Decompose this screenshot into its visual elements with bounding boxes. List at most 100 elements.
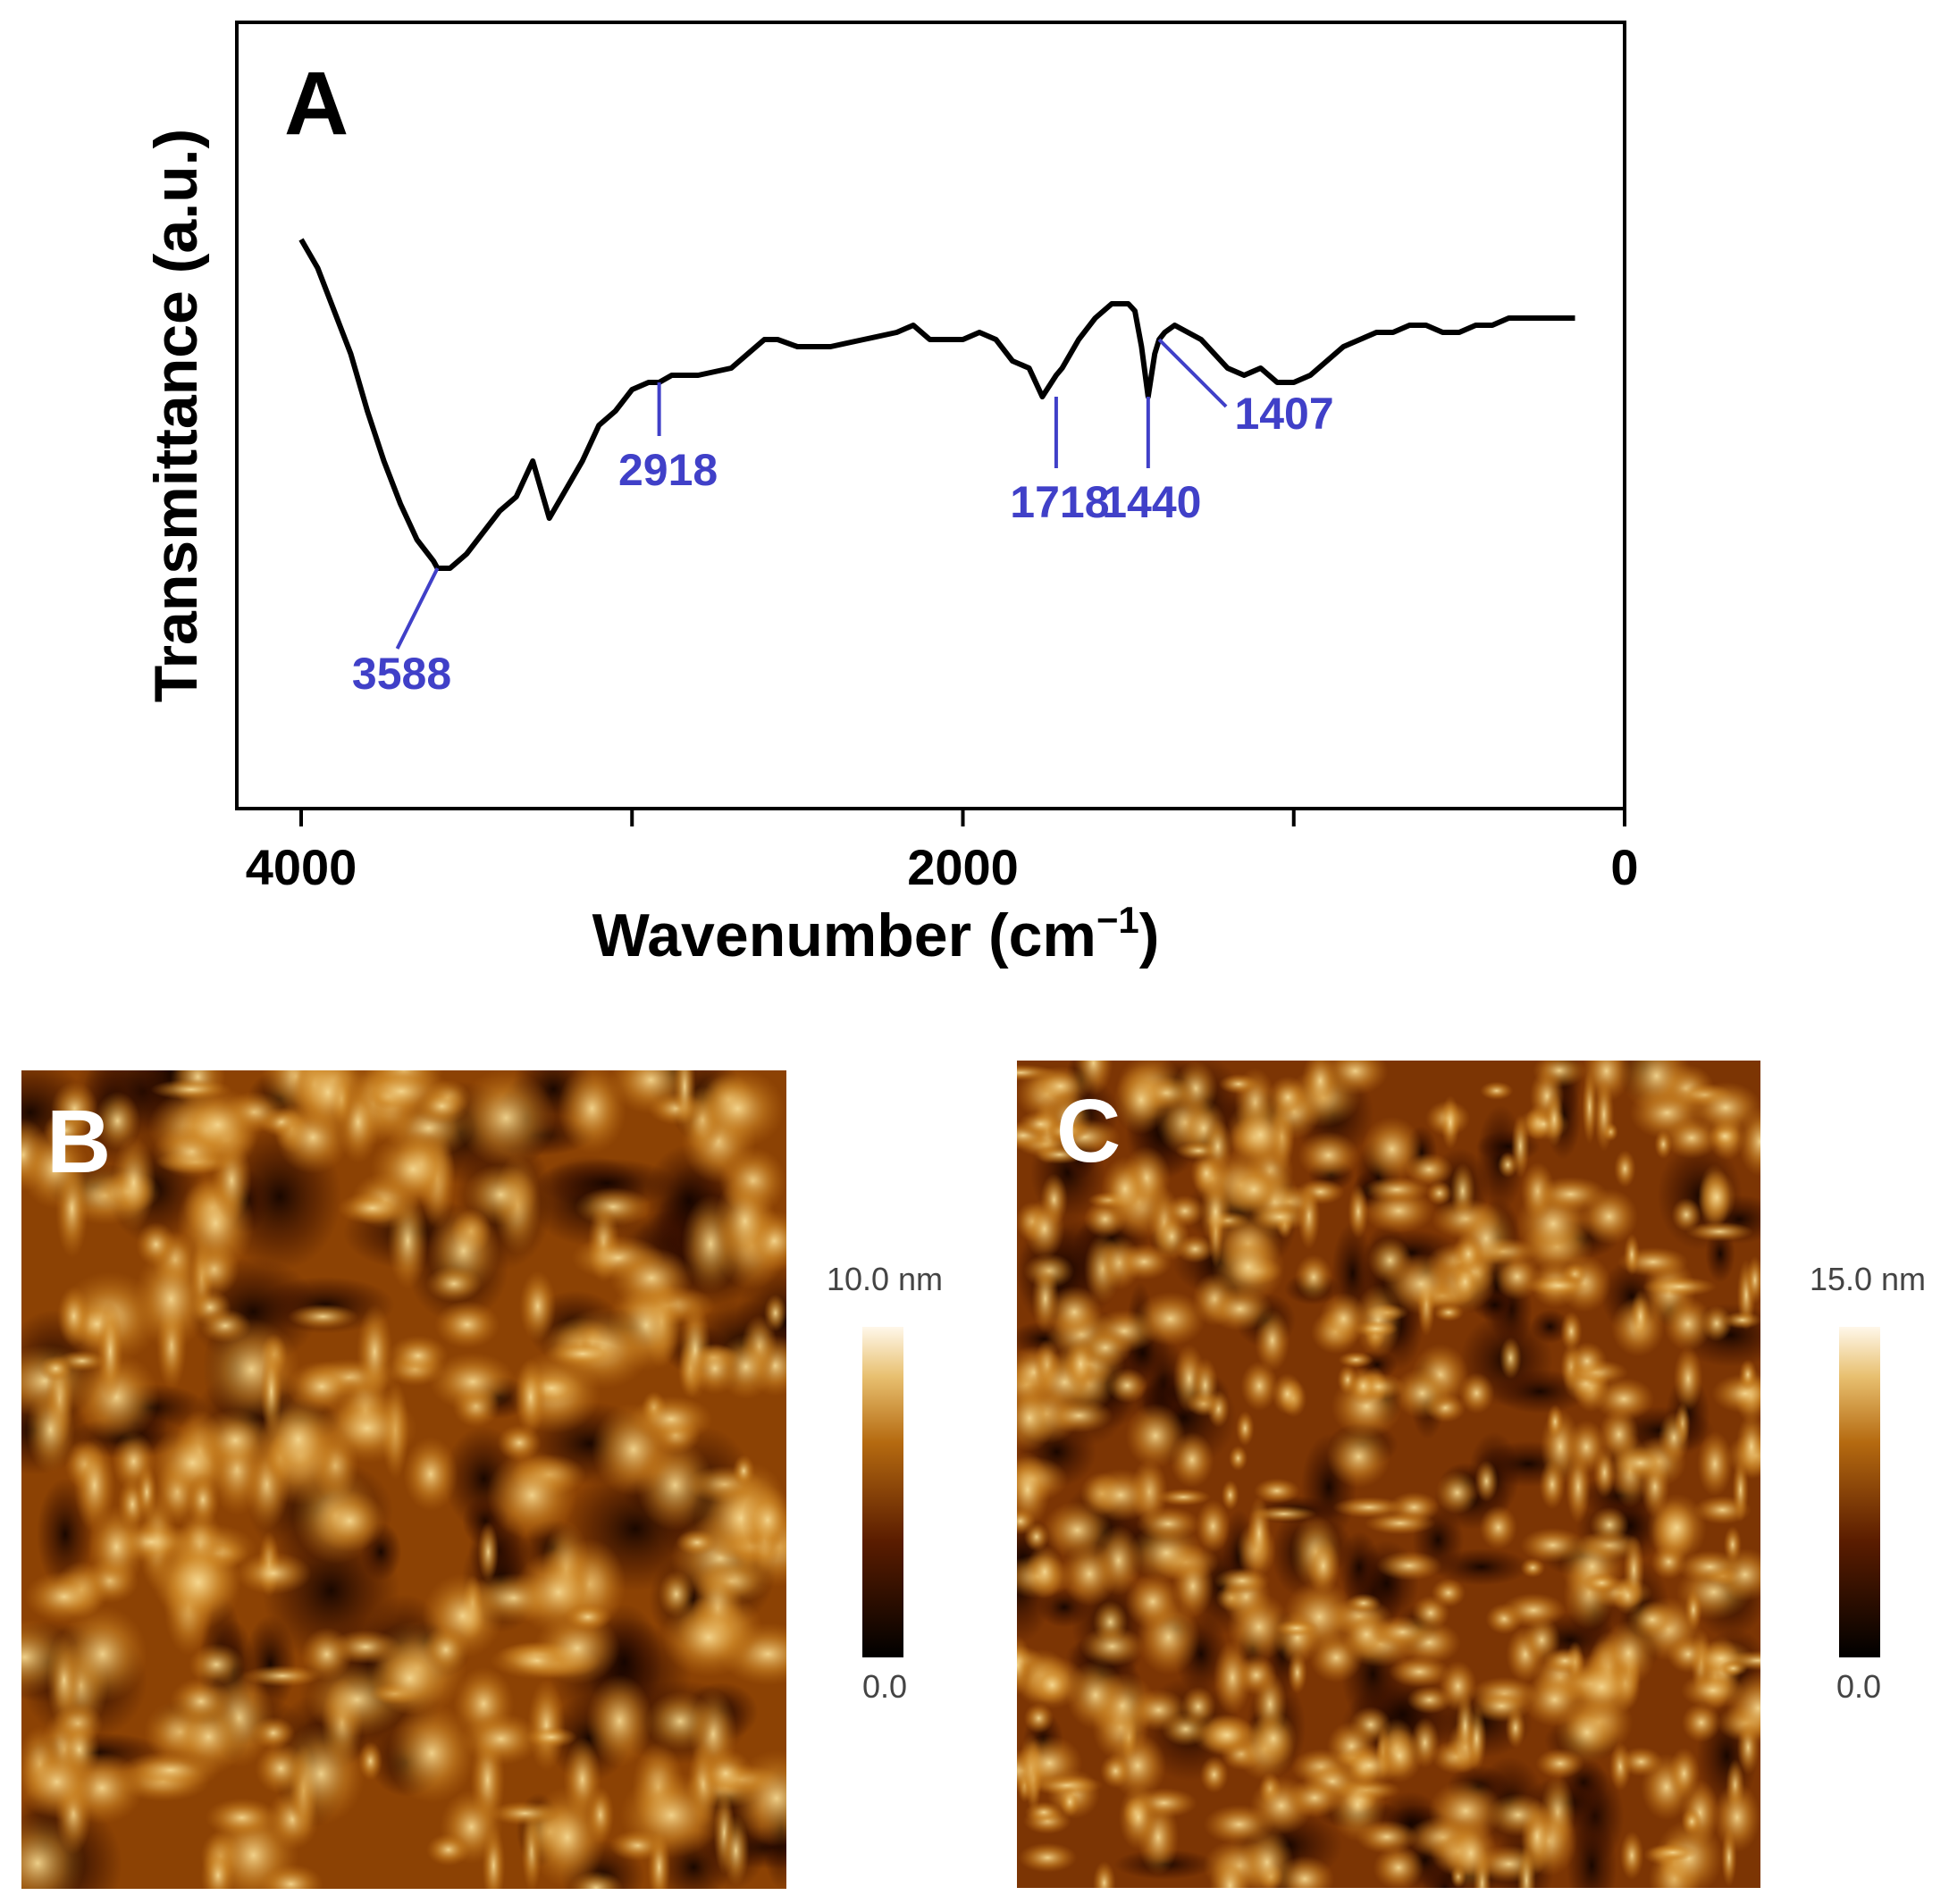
spectrum-line xyxy=(298,238,1575,571)
afm-texture-bright xyxy=(1023,1703,1054,1733)
afm-texture-bright xyxy=(1356,1820,1418,1854)
afm-texture-bright xyxy=(24,1571,105,1623)
afm-texture-bright xyxy=(200,1844,236,1889)
afm-texture-bright xyxy=(1539,1459,1566,1510)
afm-texture-bright xyxy=(1697,1430,1733,1497)
afm-texture-bright xyxy=(488,1800,562,1826)
afm-texture-bright xyxy=(1663,1296,1713,1351)
afm-texture-bright xyxy=(258,1864,323,1889)
afm-texture-bright xyxy=(277,1723,365,1825)
afm-texture-bright xyxy=(1364,1512,1436,1535)
afm-texture-bright xyxy=(234,1552,312,1595)
afm-texture-bright xyxy=(1630,1289,1651,1344)
afm-texture-bright xyxy=(425,1265,483,1303)
afm-texture-bright xyxy=(73,1353,160,1442)
afm-texture-bright xyxy=(1064,1336,1097,1393)
panel-c-afm: C 15.0 nm 0.0 xyxy=(1017,1061,1926,1888)
afm-texture-bright xyxy=(1248,1203,1311,1231)
afm-texture-bright xyxy=(1713,1782,1760,1853)
afm-texture-bright xyxy=(1118,1784,1158,1850)
afm-texture-bright xyxy=(1073,1061,1113,1095)
afm-texture-bright xyxy=(1338,1351,1374,1368)
peak-label: 3588 xyxy=(352,649,451,699)
afm-texture-bright xyxy=(371,1641,449,1715)
afm-texture-bright xyxy=(461,1713,542,1766)
afm-texture-bright xyxy=(1211,1230,1285,1304)
afm-texture-bright xyxy=(1031,1263,1060,1334)
afm-texture-bright xyxy=(426,1833,471,1866)
afm-texture-bright xyxy=(1533,1177,1609,1212)
afm-texture-bright xyxy=(1298,1131,1359,1179)
afm-texture-bright xyxy=(1101,1156,1149,1221)
afm-texture-bright xyxy=(136,1221,177,1267)
afm-texture-bright xyxy=(1525,1275,1592,1296)
colorbar-b xyxy=(862,1327,903,1657)
afm-texture-bright xyxy=(1125,1403,1186,1469)
afm-texture-bright xyxy=(259,1393,338,1486)
panel-a-ftir: A 4000 2000 0 Transmittance (a.u.) Wavenum… xyxy=(142,21,1639,969)
colorbar-b-min: 0.0 xyxy=(862,1668,907,1705)
afm-texture-bright xyxy=(1017,1735,1083,1791)
afm-texture-bright xyxy=(515,1358,547,1437)
afm-texture-bright xyxy=(1658,1411,1690,1464)
afm-texture-bright xyxy=(1361,1116,1423,1182)
afm-texture-bright xyxy=(564,1603,612,1631)
afm-texture-bright xyxy=(558,1070,626,1153)
afm-texture-bright xyxy=(97,1300,123,1403)
afm-image-b xyxy=(21,1070,786,1889)
afm-texture-bright xyxy=(1612,1446,1668,1480)
afm-texture-bright xyxy=(1376,1550,1442,1581)
afm-texture-bright xyxy=(1170,1431,1214,1489)
afm-texture-bright xyxy=(1306,1537,1340,1595)
afm-texture-bright xyxy=(1198,1715,1256,1756)
afm-texture-bright xyxy=(1458,1372,1495,1414)
afm-texture-bright xyxy=(1624,1233,1641,1276)
afm-texture-bright xyxy=(661,1598,756,1678)
afm-texture-dark xyxy=(1567,1812,1617,1888)
afm-texture-bright xyxy=(1582,1069,1598,1145)
afm-texture-bright xyxy=(1199,1756,1229,1793)
afm-texture-bright xyxy=(1301,1061,1340,1112)
afm-texture-bright xyxy=(1255,1309,1290,1372)
afm-texture-bright xyxy=(1033,1145,1087,1164)
afm-texture-bright xyxy=(1249,1711,1298,1766)
afm-texture-bright xyxy=(1155,1488,1212,1506)
afm-texture-bright xyxy=(133,1248,209,1350)
afm-texture-bright xyxy=(732,1455,755,1488)
afm-texture-bright xyxy=(1439,1660,1477,1712)
peak-label: 1407 xyxy=(1234,389,1333,439)
afm-texture-bright xyxy=(1032,1665,1072,1705)
afm-texture-bright xyxy=(1175,1235,1215,1263)
afm-texture-bright xyxy=(313,1489,386,1552)
afm-texture-bright xyxy=(689,1342,741,1395)
afm-texture-bright xyxy=(1024,1198,1065,1260)
afm-texture-bright xyxy=(1523,1672,1587,1727)
y-axis-label: Transmittance (a.u.) xyxy=(142,129,210,702)
afm-texture-bright xyxy=(1520,1557,1546,1578)
plot-frame xyxy=(235,21,1626,810)
afm-texture-bright xyxy=(1535,1748,1585,1779)
afm-texture-bright xyxy=(111,1136,156,1230)
afm-texture-bright xyxy=(1546,1404,1564,1439)
afm-texture-bright xyxy=(1431,1578,1466,1607)
afm-texture-bright xyxy=(1560,1311,1583,1352)
colorbar-c-min: 0.0 xyxy=(1836,1668,1881,1705)
afm-texture-bright xyxy=(1487,1793,1550,1837)
afm-texture-bright xyxy=(357,1304,393,1400)
afm-texture-bright xyxy=(1441,1095,1460,1150)
afm-texture-bright xyxy=(94,1091,141,1151)
afm-texture-bright xyxy=(1664,1117,1719,1159)
afm-texture-bright xyxy=(1393,1367,1451,1419)
afm-texture-bright xyxy=(1086,1468,1155,1522)
afm-texture-bright xyxy=(1698,1170,1736,1225)
peak-label: 1718 xyxy=(1010,477,1109,527)
afm-texture-bright xyxy=(88,1505,146,1589)
afm-texture-bright xyxy=(635,1439,714,1531)
afm-texture-bright xyxy=(486,1450,577,1540)
afm-texture-bright xyxy=(56,1285,91,1347)
afm-texture-bright xyxy=(403,1437,458,1512)
panel-label-b: B xyxy=(46,1092,111,1192)
afm-texture-bright xyxy=(1648,1844,1698,1861)
afm-texture-bright xyxy=(1593,1077,1615,1152)
